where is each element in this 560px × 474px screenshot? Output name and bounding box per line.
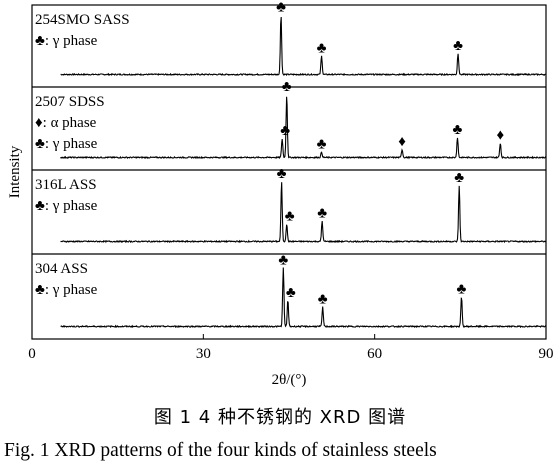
y-axis-label: Intensity [7,145,23,198]
x-tick-label: 60 [367,346,382,362]
x-tick-label: 30 [196,346,211,362]
panel-title: 2507 SDSS [35,94,105,110]
gamma-phase-marker: ♣ [317,206,327,222]
gamma-phase-marker: ♣ [453,38,463,54]
x-axis-label: 2θ/(°) [272,372,307,388]
gamma-phase-marker: ♣ [454,170,464,186]
panel-title: 254SMO SASS [35,12,130,28]
gamma-phase-marker: ♣ [282,79,292,95]
gamma-phase-marker: ♣ [286,285,296,301]
phase-legend-entry: ♣: γ phase [35,282,98,298]
gamma-phase-marker: ♣ [317,137,327,153]
gamma-phase-marker: ♣ [285,208,295,224]
figure-caption-english: Fig. 1 XRD patterns of the four kinds of… [4,440,437,461]
gamma-phase-marker: ♣ [280,123,290,139]
alpha-phase-marker: ♦ [496,127,504,143]
phase-legend-entry: ♣: γ phase [35,136,98,152]
gamma-phase-marker: ♣ [278,252,288,268]
x-tick-label: 0 [28,346,36,362]
phase-legend-entry: ♣: γ phase [35,198,98,214]
gamma-phase-marker: ♣ [276,0,286,16]
gamma-phase-marker: ♣ [318,292,328,308]
xrd-chart: 0 30 60 90 2θ/(°) Intensity ♣ ♣ ♣ 254SMO SASS ♣: γ… [7,0,554,388]
plot-frame [31,4,547,340]
alpha-phase-marker: ♦ [398,134,406,150]
panel-title: 304 ASS [35,261,88,277]
x-tick-label: 90 [539,346,554,362]
xrd-pattern-1 [60,16,547,77]
xrd-pattern-3 [60,182,547,244]
phase-legend-entry: ♦: α phase [35,115,97,131]
phase-legend-entry: ♣: γ phase [35,33,98,49]
xrd-pattern-4 [60,267,547,329]
gamma-phase-marker: ♣ [277,166,287,182]
gamma-phase-marker: ♣ [317,41,327,57]
gamma-phase-marker: ♣ [453,122,463,138]
xrd-pattern-2 [60,96,547,160]
panel-title: 316L ASS [35,177,97,193]
figure-caption-chinese: 图 1 4 种不锈钢的 XRD 图谱 [153,407,407,428]
gamma-phase-marker: ♣ [457,281,467,297]
